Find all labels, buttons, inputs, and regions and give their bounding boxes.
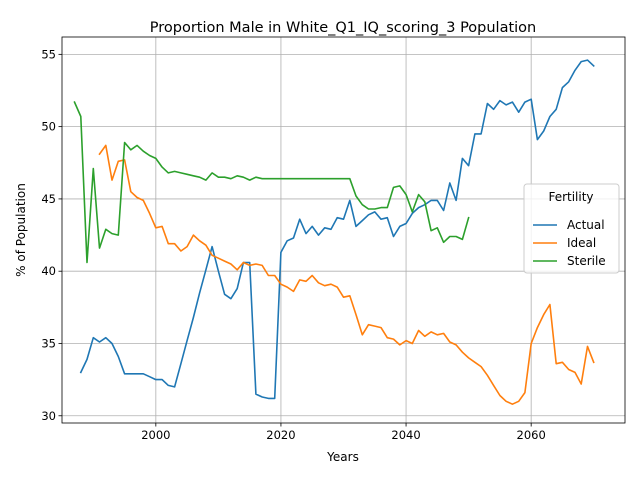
x-tick-label: 2040 [391,428,420,442]
x-axis-label: Years [326,450,359,464]
y-tick-label: 55 [41,47,56,61]
y-tick-label: 45 [41,192,56,206]
plot-frame [61,36,626,424]
series-line-ideal [98,144,595,405]
x-tick-label: 2060 [517,428,546,442]
series-line-sterile [73,101,470,264]
x-tick-label: 2020 [266,428,295,442]
series-layer [73,59,595,405]
y-tick-label: 35 [41,336,56,350]
legend-title: Fertility [548,190,593,204]
chart-title: Proportion Male in White_Q1_IQ_scoring_3… [150,20,537,36]
legend-box [523,183,620,274]
legend-label-actual: Actual [567,218,605,232]
series-line-actual [79,59,595,400]
y-tick-label: 30 [41,409,56,423]
y-tick-label: 40 [41,264,56,278]
axis-ticks: 2000 2020 2040 2060 30 35 40 45 50 55 [41,47,545,442]
y-tick-label: 50 [41,120,56,134]
legend-label-ideal: Ideal [567,236,596,250]
x-tick-label: 2000 [141,428,170,442]
legend-label-sterile: Sterile [567,254,606,268]
y-axis-label: % of Population [14,183,28,277]
legend: Fertility Actual Ideal Sterile [523,183,620,274]
